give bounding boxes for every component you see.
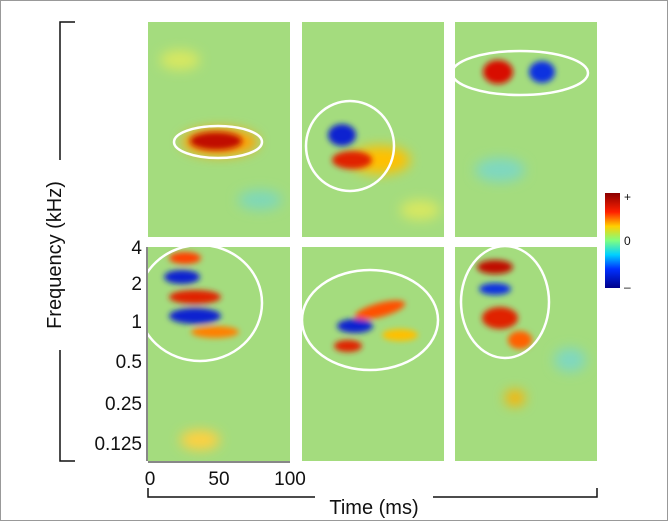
y-tick-label: 4 [131,238,142,259]
y-axis-label: Frequency (kHz) [44,181,66,329]
x-axis-label: Time (ms) [329,497,418,519]
y-tick-label: 0.25 [105,394,142,415]
panel [302,247,444,461]
colorbar-label: 0 [624,234,631,248]
y-tick-label: 0.125 [94,434,142,455]
x-tick-label: 0 [145,469,156,490]
y-tick-label: 1 [131,312,142,333]
colorbar-label: – [624,280,631,294]
panel [455,22,597,237]
panel [302,22,444,237]
panel [148,22,290,237]
x-tick-label: 100 [274,469,306,490]
y-axis: Frequency (kHz) 4 2 1 0.5 0.25 0.125 [40,21,148,462]
colorbar: + 0 – [605,190,631,294]
colorbar-label: + [624,190,631,204]
y-tick-label: 2 [131,274,142,295]
x-axis: 0 50 100 Time (ms) [145,461,598,519]
panel [455,247,597,461]
y-tick-label: 0.5 [116,352,142,373]
panel [148,247,290,461]
x-tick-label: 50 [208,469,229,490]
